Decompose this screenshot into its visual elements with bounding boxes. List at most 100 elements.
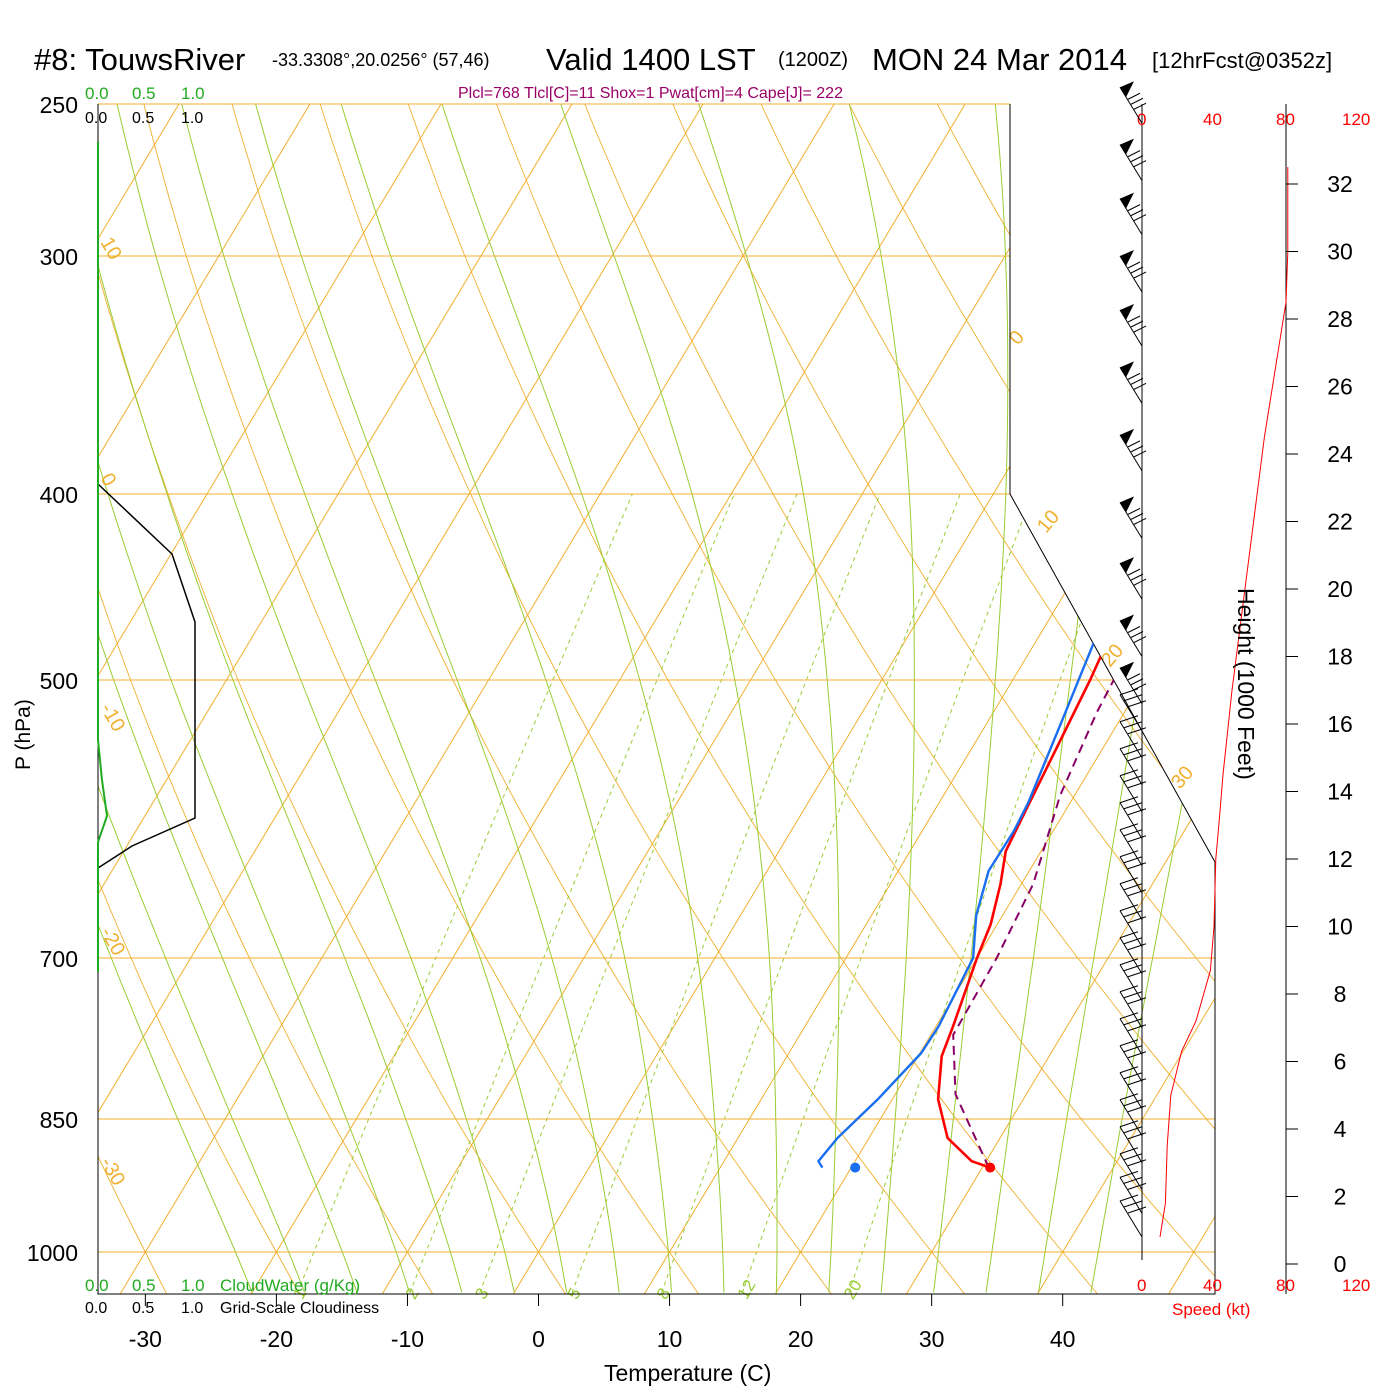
wind-barb [1119, 192, 1147, 235]
moist-adiabat [441, 104, 725, 1293]
mixing-ratio-line [476, 493, 798, 1294]
cloud-panel: 0.0 0.5 1.0 0.0 0.5 1.0 0.0 0.5 1.0 Clou… [85, 84, 379, 1317]
isotherm-label: 0 [96, 470, 121, 491]
isotherm-line [98, 104, 573, 1294]
wind-barb [1119, 769, 1147, 813]
wind-top-scale-1: 40 [1203, 110, 1222, 129]
wind-barb [1119, 850, 1147, 894]
moist-adiabat [116, 104, 515, 1293]
temperature-line [936, 104, 1215, 1169]
mixing-ratio-lines [293, 493, 1128, 1294]
speed-profile [1159, 167, 1289, 1238]
isotherm-label: 10 [96, 234, 126, 264]
isotherm-line [119, 104, 835, 1294]
wind-barb [1119, 1147, 1147, 1191]
isotherm-line [98, 104, 311, 1294]
wind-barb [1119, 138, 1147, 181]
top-green-scale-1: 0.5 [132, 84, 156, 103]
wind-barb [1119, 1012, 1147, 1056]
wind-bottom-scale-0: 0 [1137, 1276, 1146, 1295]
moist-adiabat [340, 104, 672, 1293]
wind-barb [1119, 661, 1147, 705]
dry-adiabat [744, 104, 1215, 1294]
surface-temperature-marker [985, 1162, 996, 1173]
height-tick-label: 24 [1327, 441, 1353, 467]
wind-panel: 0 40 80 120 0 40 80 120 Speed (kt) 02468… [1119, 81, 1370, 1319]
wind-barb [1119, 931, 1147, 975]
isotherm-line [250, 104, 966, 1294]
mixing-ratio-line [406, 493, 735, 1294]
wind-barbs [1119, 81, 1147, 1238]
bottom-black-scale-0: 0.0 [85, 1300, 107, 1317]
x-tick-label: -10 [391, 1326, 424, 1352]
wind-barb [1119, 361, 1147, 404]
moist-adiabat [1038, 104, 1215, 1293]
moist-adiabat [933, 104, 1009, 1293]
isotherm-label: 10 [1033, 506, 1064, 537]
isotherm-line [98, 104, 442, 1294]
bottom-black-scale-1: 0.5 [132, 1300, 154, 1317]
pressure-tick-label: 500 [40, 668, 78, 694]
isotherm-line [98, 104, 704, 1294]
isobar-lines [98, 103, 1215, 1253]
wind-barb [1119, 1093, 1147, 1137]
dry-adiabat [134, 104, 704, 1294]
station-coords: -33.3308°,20.0256° (57,46) [272, 50, 490, 70]
height-tick-label: 28 [1327, 306, 1353, 332]
dry-adiabat [1180, 104, 1215, 1294]
zulu-time: (1200Z) [778, 49, 848, 71]
dry-adiabat [657, 104, 1215, 1294]
wind-barb [1119, 904, 1147, 948]
wind-barb [1119, 1120, 1147, 1164]
height-tick-label: 32 [1327, 171, 1353, 197]
height-tick-label: 0 [1334, 1251, 1347, 1277]
dry-adiabat [98, 104, 571, 1294]
dry-adiabat [98, 104, 171, 1294]
x-tick-label: 40 [1050, 1326, 1076, 1352]
x-tick-label: 20 [788, 1326, 814, 1352]
wind-barb [1119, 958, 1147, 1002]
pressure-axis: 250 300 400 500 700 850 1000 [27, 92, 78, 1266]
height-tick-label: 26 [1327, 374, 1353, 400]
speed-profile-line [1159, 167, 1289, 1238]
wind-barb [1119, 1066, 1147, 1110]
wind-barb [1119, 1039, 1147, 1083]
moist-adiabat [98, 104, 306, 1293]
isotherm-line [643, 104, 1215, 1294]
wind-top-scale-3: 120 [1342, 110, 1370, 129]
station-title: #8: TouwsRiver [34, 42, 245, 77]
pressure-tick-label: 700 [40, 946, 78, 972]
dry-adiabat [98, 104, 304, 1294]
height-tick-label: 2 [1334, 1184, 1347, 1210]
dry-adiabat [396, 104, 1104, 1294]
dry-adiabat [98, 104, 437, 1294]
height-tick-label: 18 [1327, 644, 1353, 670]
height-tick-label: 30 [1327, 239, 1353, 265]
y-axis-label: P (hPa) [12, 699, 35, 770]
pressure-tick-label: 400 [40, 482, 78, 508]
temperature-axis: -30 -20 -10 0 10 20 30 40 [129, 1294, 1076, 1352]
wind-bottom-scale-1: 40 [1203, 1276, 1222, 1295]
isotherm-line [906, 104, 1215, 1294]
speed-label: Speed (kt) [1172, 1300, 1250, 1319]
pressure-tick-label: 250 [40, 92, 78, 118]
moist-adiabat [98, 104, 253, 1293]
wind-bottom-scale-3: 120 [1342, 1276, 1370, 1295]
mixing-ratio-line [658, 493, 961, 1294]
top-black-scale-0: 0.0 [85, 110, 107, 127]
height-tick-label: 10 [1327, 914, 1353, 940]
stability-indices: Plcl=768 Tlcl[C]=11 Shox=1 Pwat[cm]=4 Ca… [458, 85, 843, 102]
wind-top-scale-0: 0 [1137, 110, 1146, 129]
plot-frame [97, 104, 1216, 1295]
isotherm-label: -20 [96, 924, 130, 960]
isotherm-label: -30 [96, 1154, 130, 1190]
wind-barb [1119, 823, 1147, 867]
height-tick-label: 6 [1334, 1049, 1347, 1075]
pressure-tick-label: 850 [40, 1107, 78, 1133]
isotherm-line [774, 104, 1215, 1294]
mixing-ratio-labels: 1 2 3 5 8 12 20 [289, 1277, 866, 1303]
forecast-label: [12hrFcst@0352z] [1152, 48, 1332, 73]
isotherm-label: -10 [96, 700, 130, 736]
